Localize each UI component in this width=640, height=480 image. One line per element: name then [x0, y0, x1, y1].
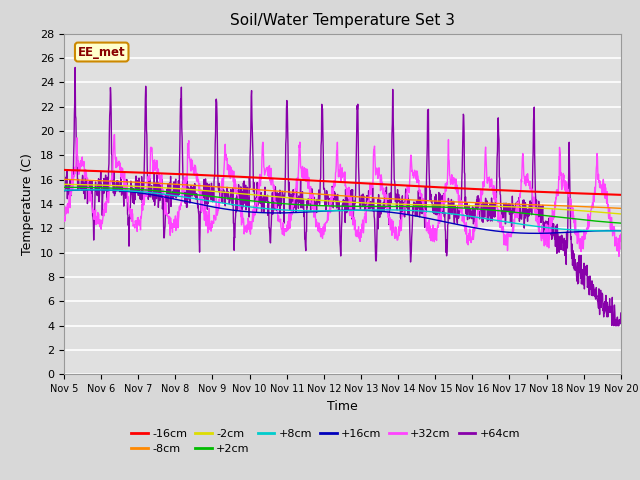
Title: Soil/Water Temperature Set 3: Soil/Water Temperature Set 3	[230, 13, 455, 28]
Legend: -16cm, -8cm, -2cm, +2cm, +8cm, +16cm, +32cm, +64cm: -16cm, -8cm, -2cm, +2cm, +8cm, +16cm, +3…	[127, 424, 525, 459]
Y-axis label: Temperature (C): Temperature (C)	[22, 153, 35, 255]
Text: EE_met: EE_met	[78, 46, 125, 59]
X-axis label: Time: Time	[327, 400, 358, 413]
